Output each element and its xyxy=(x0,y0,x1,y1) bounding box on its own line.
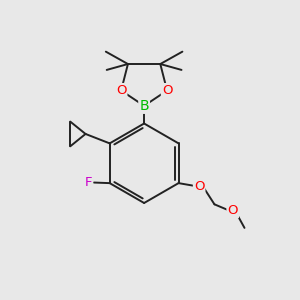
Text: F: F xyxy=(85,176,92,189)
Text: O: O xyxy=(116,84,126,97)
Text: O: O xyxy=(227,204,238,217)
Text: O: O xyxy=(162,84,172,97)
Text: B: B xyxy=(139,99,149,113)
Text: O: O xyxy=(194,180,204,193)
